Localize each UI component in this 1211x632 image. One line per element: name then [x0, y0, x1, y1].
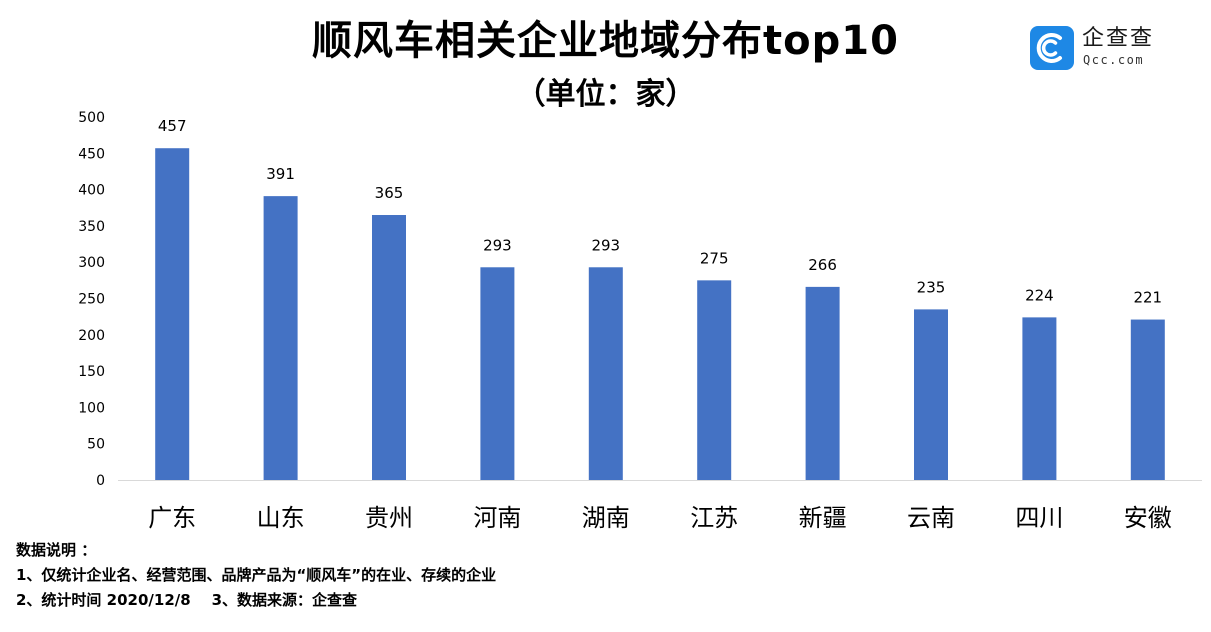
bar-value-label: 457 [158, 117, 187, 135]
x-tick-label: 湖南 [582, 504, 630, 532]
qcc-logo-icon [1030, 26, 1074, 70]
bar-value-label: 221 [1133, 289, 1162, 307]
bar [914, 309, 948, 480]
x-tick-label: 新疆 [799, 504, 847, 532]
bar [1022, 317, 1057, 480]
bar [155, 148, 190, 480]
x-tick-label: 山东 [257, 504, 305, 532]
bar [588, 267, 623, 480]
x-tick-label: 江苏 [690, 504, 738, 532]
y-tick-label: 250 [78, 292, 105, 308]
y-tick-label: 150 [78, 364, 105, 380]
notes-line-1: 1、仅统计企业名、经营范围、品牌产品为“顺风车”的在业、存续的企业 [16, 566, 497, 584]
qcc-logo-name: 企查查 [1082, 26, 1155, 51]
bar-value-label: 293 [591, 236, 620, 254]
x-tick-label: 云南 [907, 504, 955, 532]
bar [263, 196, 298, 480]
y-tick-label: 450 [78, 146, 105, 162]
y-tick-label: 400 [78, 183, 105, 199]
bar [372, 215, 406, 480]
bar-value-label: 224 [1025, 286, 1054, 304]
bar-value-label: 235 [917, 278, 946, 296]
chart-title: 顺风车相关企业地域分布top10 [312, 18, 899, 64]
y-tick-label: 100 [78, 400, 105, 416]
notes-heading: 数据说明 ： [16, 541, 97, 559]
x-tick-label: 四川 [1015, 504, 1063, 532]
bar-value-label: 293 [483, 236, 512, 254]
qcc-logo-url: Qcc.com [1083, 53, 1145, 67]
bar-value-label: 275 [700, 249, 729, 267]
bar-value-label: 391 [266, 165, 295, 183]
x-tick-label: 广东 [148, 504, 196, 532]
y-tick-label: 350 [78, 219, 105, 235]
x-tick-label: 安徽 [1124, 504, 1172, 532]
y-tick-label: 500 [78, 110, 105, 126]
bar-value-label: 266 [808, 256, 837, 274]
bar-value-label: 365 [375, 184, 404, 202]
y-tick-label: 50 [87, 437, 105, 453]
bar [805, 286, 840, 480]
y-tick-label: 0 [96, 473, 105, 489]
qcc-logo: 企查查 Qcc.com [1030, 26, 1190, 70]
bar [1130, 319, 1165, 480]
bar [697, 280, 732, 480]
y-tick-label: 300 [78, 255, 105, 271]
bar [480, 267, 515, 480]
y-tick-label: 200 [78, 328, 105, 344]
notes-line-2: 2、统计时间 2020/12/8 3、数据来源：企查查 [16, 591, 358, 609]
x-tick-label: 贵州 [365, 504, 413, 532]
chart-subtitle: （单位：家） [515, 77, 696, 112]
x-tick-label: 河南 [473, 504, 521, 532]
data-notes: 数据说明 ： 1、仅统计企业名、经营范围、品牌产品为“顺风车”的在业、存续的企业… [16, 538, 496, 613]
